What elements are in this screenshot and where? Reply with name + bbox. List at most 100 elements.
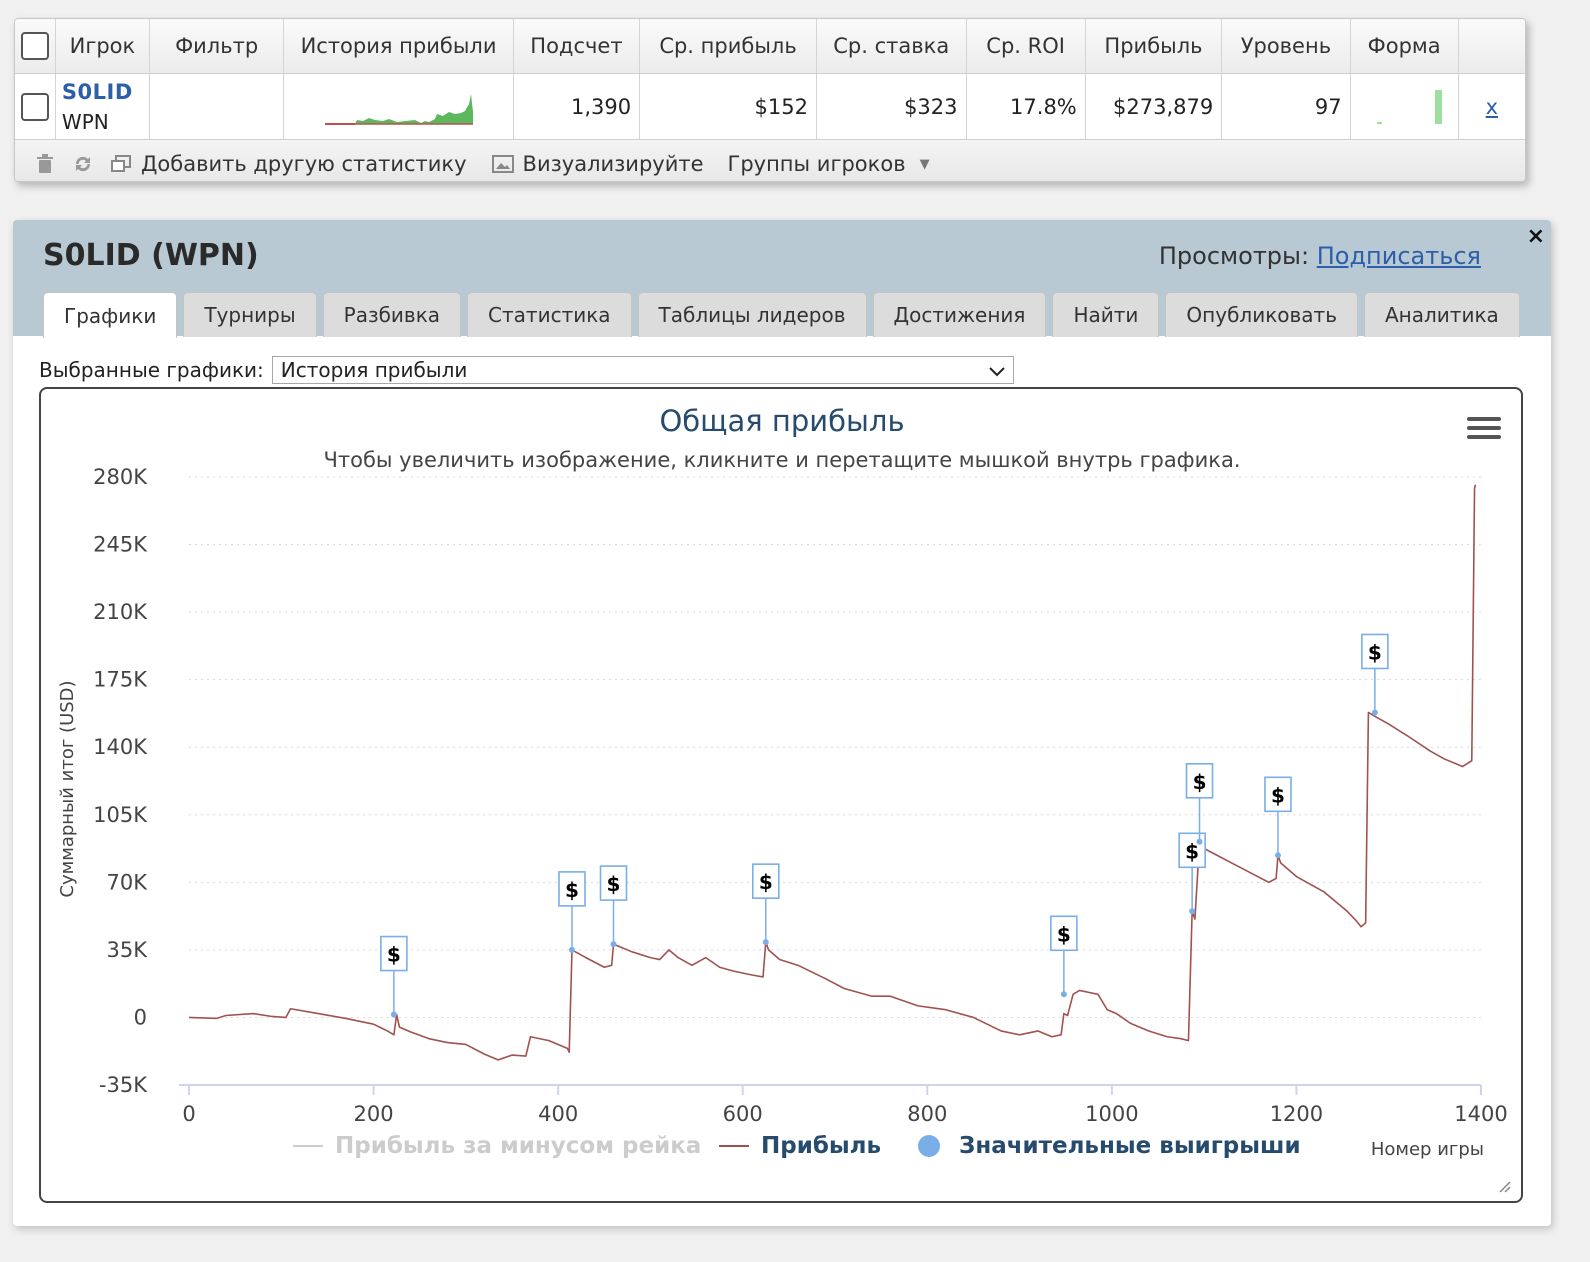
tab-leaderboards[interactable]: Таблицы лидеров xyxy=(637,292,867,337)
flag-box[interactable] xyxy=(1178,832,1206,869)
flag-label: $ xyxy=(1185,839,1199,863)
y-tick-label: 210K xyxy=(93,600,148,624)
flag-label: $ xyxy=(1057,922,1071,946)
stats-table-card: Игрок Фильтр История прибыли Подсчет Ср.… xyxy=(14,18,1526,182)
chevron-down-icon xyxy=(989,358,1005,382)
player-cell: S0LID WPN xyxy=(55,73,150,140)
visualize-button[interactable]: Визуализируйте xyxy=(491,152,704,176)
add-stats-label: Добавить другую статистику xyxy=(141,152,467,176)
stats-toolbar: Добавить другую статистику Визуализируйт… xyxy=(15,140,1525,181)
header-avg-profit[interactable]: Ср. прибыль xyxy=(639,19,817,74)
views-label: Просмотры: xyxy=(1158,242,1310,270)
big-win-point[interactable] xyxy=(1371,709,1378,716)
tab-breakdown[interactable]: Разбивка xyxy=(322,292,462,337)
flag-box[interactable] xyxy=(751,863,780,899)
flag-label: $ xyxy=(1193,770,1207,794)
legend-swatch xyxy=(918,1135,940,1157)
add-stats-button[interactable]: Добавить другую статистику xyxy=(109,152,467,176)
chart-title: Общая прибыль xyxy=(659,404,904,438)
header-filter[interactable]: Фильтр xyxy=(149,19,285,74)
legend-profit[interactable]: Прибыль xyxy=(719,1133,881,1159)
header-player[interactable]: Игрок xyxy=(55,19,150,74)
big-win-point[interactable] xyxy=(1196,838,1203,845)
row-checkbox[interactable] xyxy=(20,92,49,121)
flag-label: $ xyxy=(387,943,401,967)
series-area xyxy=(188,484,1477,1061)
flag-box[interactable] xyxy=(1185,762,1214,799)
big-win-point[interactable] xyxy=(762,939,769,946)
legend-label: Значительные выигрыши xyxy=(959,1133,1301,1159)
profit-history-sparkline[interactable] xyxy=(285,74,512,134)
subscribe-link[interactable]: Подписаться xyxy=(1316,242,1481,270)
refresh-icon[interactable] xyxy=(71,152,95,176)
header-avg-stake[interactable]: Ср. ставка xyxy=(816,19,967,74)
legend-net-rake[interactable]: Прибыль за минусом рейка xyxy=(293,1133,701,1159)
flag-box[interactable] xyxy=(380,935,408,972)
y-tick-label: 245K xyxy=(93,533,148,557)
big-win-point[interactable] xyxy=(1274,852,1281,859)
image-icon xyxy=(491,152,515,176)
flag-box[interactable] xyxy=(558,871,586,907)
tab-statistics[interactable]: Статистика xyxy=(467,292,632,337)
big-win-point[interactable] xyxy=(610,941,617,948)
x-tick-label: 1200 xyxy=(1270,1102,1323,1126)
header-empty xyxy=(1458,19,1525,74)
x-axis-label: Номер игры xyxy=(1371,1139,1484,1160)
profit-series-line[interactable] xyxy=(188,484,1477,1061)
remove-cell: x xyxy=(1458,73,1525,140)
flag-label: $ xyxy=(1271,783,1285,807)
y-tick-label: -35K xyxy=(99,1073,148,1097)
y-tick-label: 280K xyxy=(93,465,148,489)
caret-down-icon: ▼ xyxy=(919,156,930,172)
axes: -35K 0 35K 70K 105K 140K 175K 210K 245K 280K 0 200 4… xyxy=(93,465,1508,1126)
menu-icon[interactable] xyxy=(1467,417,1501,439)
flag-box[interactable] xyxy=(1361,633,1389,670)
header-profit-history[interactable]: История прибыли xyxy=(283,19,514,74)
flag-label: $ xyxy=(607,872,621,896)
player-groups-label: Группы игроков xyxy=(727,152,906,176)
chart-selector-label: Выбранные графики: xyxy=(39,358,264,382)
header-form[interactable]: Форма xyxy=(1350,19,1459,74)
form-cell xyxy=(1350,73,1459,140)
tab-analytics[interactable]: Аналитика xyxy=(1364,292,1520,337)
profit-chart[interactable]: Общая прибыль Чтобы увеличить изображени… xyxy=(41,389,1521,1201)
big-win-point[interactable] xyxy=(390,1011,397,1018)
header-avg-roi[interactable]: Ср. ROI xyxy=(966,19,1086,74)
flag-label: $ xyxy=(1368,640,1382,664)
big-win-point[interactable] xyxy=(1060,991,1067,998)
close-icon[interactable]: × xyxy=(1526,224,1545,249)
resize-handle-icon[interactable] xyxy=(1497,1179,1511,1193)
flag-box[interactable] xyxy=(1050,915,1078,952)
tab-tournaments[interactable]: Турниры xyxy=(183,292,317,337)
big-win-point[interactable] xyxy=(568,946,575,953)
count-value: 1,390 xyxy=(513,73,641,140)
header-count[interactable]: Подсчет xyxy=(513,19,641,74)
select-all-checkbox[interactable] xyxy=(20,32,49,60)
legend-big-wins[interactable]: Значительные выигрыши xyxy=(918,1133,1301,1159)
y-tick-label: 175K xyxy=(93,668,148,692)
panel-title: S0LID (WPN) xyxy=(43,238,259,273)
player-link[interactable]: S0LID xyxy=(61,79,133,104)
tab-achievements[interactable]: Достижения xyxy=(872,292,1047,337)
flag-box[interactable] xyxy=(1264,776,1292,813)
form-sparkline xyxy=(1376,90,1442,124)
flags-area: $ $ $ $ $ $ $ $ $ xyxy=(380,633,1389,1018)
player-groups-dropdown[interactable]: Группы игроков ▼ xyxy=(728,152,930,176)
tab-find[interactable]: Найти xyxy=(1052,292,1160,337)
y-tick-label: 35K xyxy=(107,938,149,962)
y-axis-label: Суммарный итог (USD) xyxy=(57,680,78,897)
tab-charts[interactable]: Графики xyxy=(43,292,178,338)
tab-publish[interactable]: Опубликовать xyxy=(1165,292,1358,337)
header-level[interactable]: Уровень xyxy=(1221,19,1351,74)
big-win-point[interactable] xyxy=(1189,908,1196,915)
panel-header: S0LID (WPN) Просмотры: Подписаться × Гра… xyxy=(13,220,1551,338)
header-profit[interactable]: Прибыль xyxy=(1085,19,1223,74)
remove-player-link[interactable]: x xyxy=(1485,94,1499,119)
chart-selector[interactable]: История прибыли xyxy=(271,356,1014,384)
panel-tabs: Графики Турниры Разбивка Статистика Табл… xyxy=(43,292,1520,338)
trash-icon[interactable] xyxy=(33,152,57,176)
y-tick-label: 0 xyxy=(134,1005,147,1029)
flag-label: $ xyxy=(759,870,773,894)
flag-box[interactable] xyxy=(599,865,628,901)
filter-cell xyxy=(149,73,285,140)
